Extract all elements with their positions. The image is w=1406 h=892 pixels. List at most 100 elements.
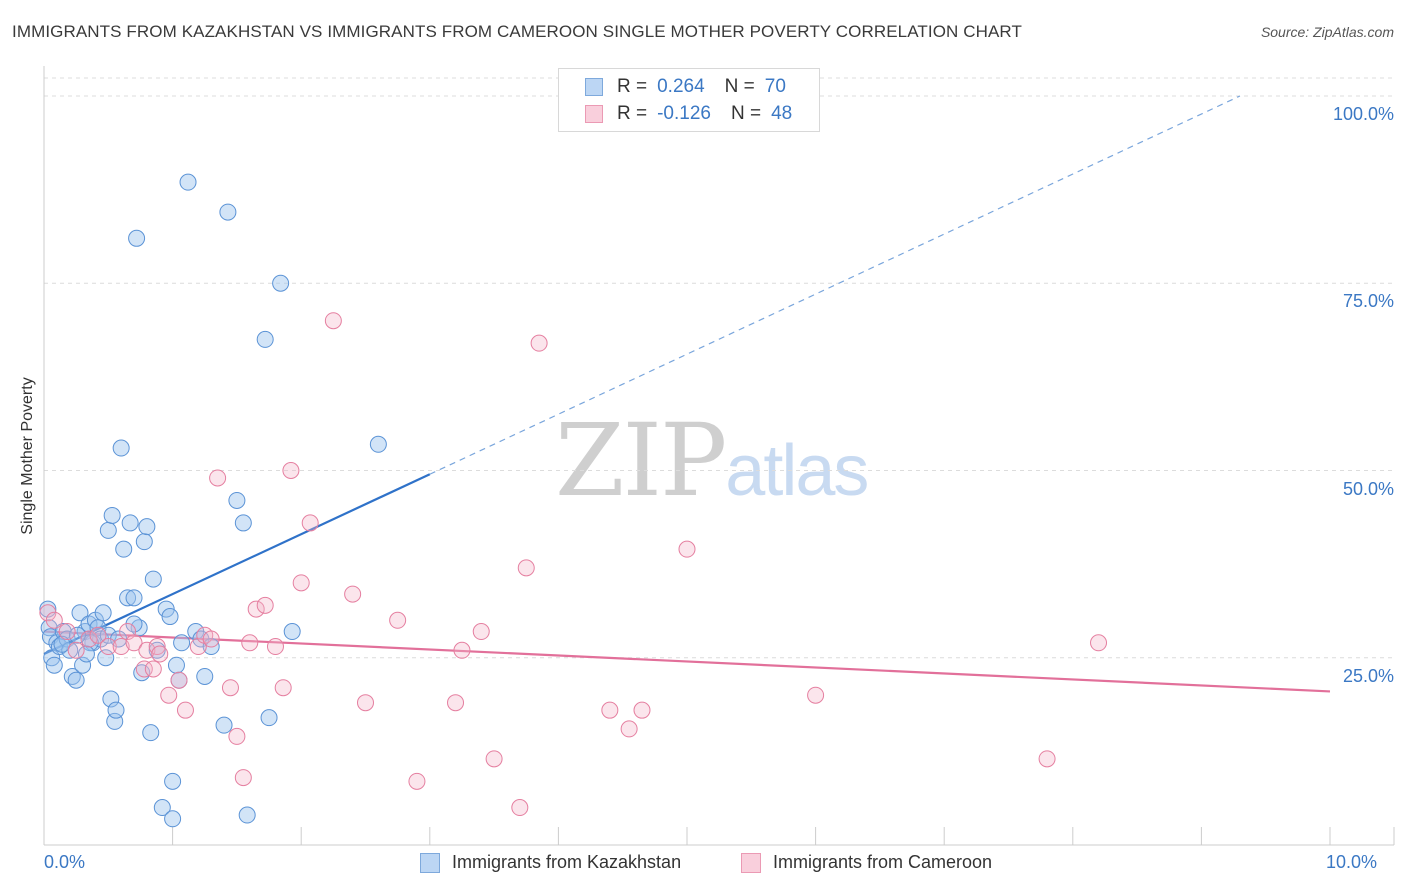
y-tick-label: 75.0% xyxy=(1342,291,1394,312)
n-value: 70 xyxy=(764,76,786,97)
trend-line-kazakhstan xyxy=(43,473,431,656)
legend-label-kazakhstan: Immigrants from Kazakhstan xyxy=(452,852,682,872)
point-kazakhstan xyxy=(153,799,171,817)
r-value: -0.126 xyxy=(657,103,711,124)
trend-lines xyxy=(43,95,1331,693)
y-tick-label: 100.0% xyxy=(1332,104,1394,124)
legend-swatch-kazakhstan xyxy=(585,78,603,96)
point-cameroon xyxy=(144,660,162,678)
point-kazakhstan xyxy=(53,635,71,653)
x-tick-max: 10.0% xyxy=(1326,852,1378,872)
source-credit: Source: ZipAtlas.com xyxy=(1260,24,1394,40)
point-kazakhstan xyxy=(272,274,290,292)
point-cameroon xyxy=(176,701,194,719)
point-cameroon xyxy=(228,727,246,745)
point-kazakhstan xyxy=(107,701,125,719)
point-cameroon xyxy=(1090,634,1108,652)
legend-row-cameroon: R = -0.126 N = 48 xyxy=(585,102,792,126)
point-cameroon xyxy=(678,540,696,558)
point-cameroon xyxy=(274,679,292,697)
point-cameroon xyxy=(389,611,407,629)
point-kazakhstan xyxy=(58,630,76,648)
point-cameroon xyxy=(89,626,107,644)
point-cameroon xyxy=(234,769,252,787)
point-cameroon xyxy=(292,574,310,592)
grid-lines xyxy=(44,77,1394,659)
trend-line-cameroon xyxy=(43,630,1331,693)
point-cameroon xyxy=(453,641,471,659)
point-kazakhstan xyxy=(234,514,252,532)
point-cameroon xyxy=(209,469,227,487)
point-cameroon xyxy=(99,638,117,656)
point-cameroon xyxy=(408,772,426,790)
point-kazakhstan xyxy=(99,521,117,539)
point-cameroon xyxy=(447,694,465,712)
point-cameroon xyxy=(807,686,825,704)
point-cameroon xyxy=(601,701,619,719)
point-kazakhstan xyxy=(256,330,274,348)
point-cameroon xyxy=(266,638,284,656)
point-kazakhstan xyxy=(196,667,214,685)
watermark-zip: ZIP xyxy=(555,402,727,519)
point-kazakhstan xyxy=(128,229,146,247)
n-value: 48 xyxy=(771,103,793,124)
point-kazakhstan xyxy=(161,608,179,626)
correlation-legend: R = 0.264 N = 70 R = -0.126 N = 48 xyxy=(558,68,820,132)
x-tick-min: 0.0% xyxy=(44,852,86,872)
point-cameroon xyxy=(1038,750,1056,768)
point-cameroon xyxy=(170,671,188,689)
series-legend: Immigrants from Kazakhstan Immigrants fr… xyxy=(0,852,1406,878)
point-kazakhstan xyxy=(125,589,143,607)
point-cameroon xyxy=(517,559,535,577)
point-cameroon xyxy=(221,679,239,697)
n-label: N = xyxy=(724,76,755,97)
legend-item-cameroon[interactable]: Immigrants from Cameroon xyxy=(741,852,992,873)
point-cameroon xyxy=(125,634,143,652)
point-cameroon xyxy=(151,645,169,663)
point-cameroon xyxy=(472,623,490,641)
point-cameroon xyxy=(256,596,274,614)
point-kazakhstan xyxy=(283,623,301,641)
point-cameroon xyxy=(138,641,156,659)
data-points xyxy=(39,173,1108,828)
point-cameroon xyxy=(357,694,374,712)
point-cameroon xyxy=(344,585,362,603)
legend-item-kazakhstan[interactable]: Immigrants from Kazakhstan xyxy=(420,852,681,873)
point-kazakhstan xyxy=(179,173,197,191)
point-kazakhstan xyxy=(102,690,120,708)
point-kazakhstan xyxy=(369,435,387,453)
point-cameroon xyxy=(324,312,342,330)
point-cameroon xyxy=(58,623,76,641)
chart-title: IMMIGRANTS FROM KAZAKHSTAN VS IMMIGRANTS… xyxy=(12,22,1022,41)
point-kazakhstan xyxy=(138,518,156,536)
point-kazakhstan xyxy=(219,203,237,221)
legend-swatch-cameroon xyxy=(585,105,603,123)
point-kazakhstan xyxy=(121,514,139,532)
point-kazakhstan xyxy=(45,656,63,674)
point-cameroon xyxy=(80,630,98,648)
point-kazakhstan xyxy=(144,570,162,588)
point-kazakhstan xyxy=(119,589,137,607)
point-kazakhstan xyxy=(215,716,233,734)
point-kazakhstan xyxy=(74,656,92,674)
point-cameroon xyxy=(282,462,300,479)
point-cameroon xyxy=(67,641,85,659)
point-cameroon xyxy=(247,600,265,618)
point-cameroon xyxy=(633,701,651,719)
point-cameroon xyxy=(530,334,548,352)
point-kazakhstan xyxy=(164,772,182,790)
point-kazakhstan xyxy=(164,810,182,828)
legend-row-kazakhstan: R = 0.264 N = 70 xyxy=(585,75,786,99)
point-kazakhstan xyxy=(112,439,130,457)
point-kazakhstan xyxy=(67,671,85,689)
point-kazakhstan xyxy=(135,533,153,551)
r-label: R = xyxy=(617,76,648,97)
point-kazakhstan xyxy=(94,604,112,622)
legend-label-cameroon: Immigrants from Cameroon xyxy=(773,852,993,872)
point-kazakhstan xyxy=(115,540,133,558)
point-kazakhstan xyxy=(167,656,185,674)
point-cameroon xyxy=(241,634,259,652)
point-kazakhstan xyxy=(173,634,191,652)
point-cameroon xyxy=(135,660,153,678)
